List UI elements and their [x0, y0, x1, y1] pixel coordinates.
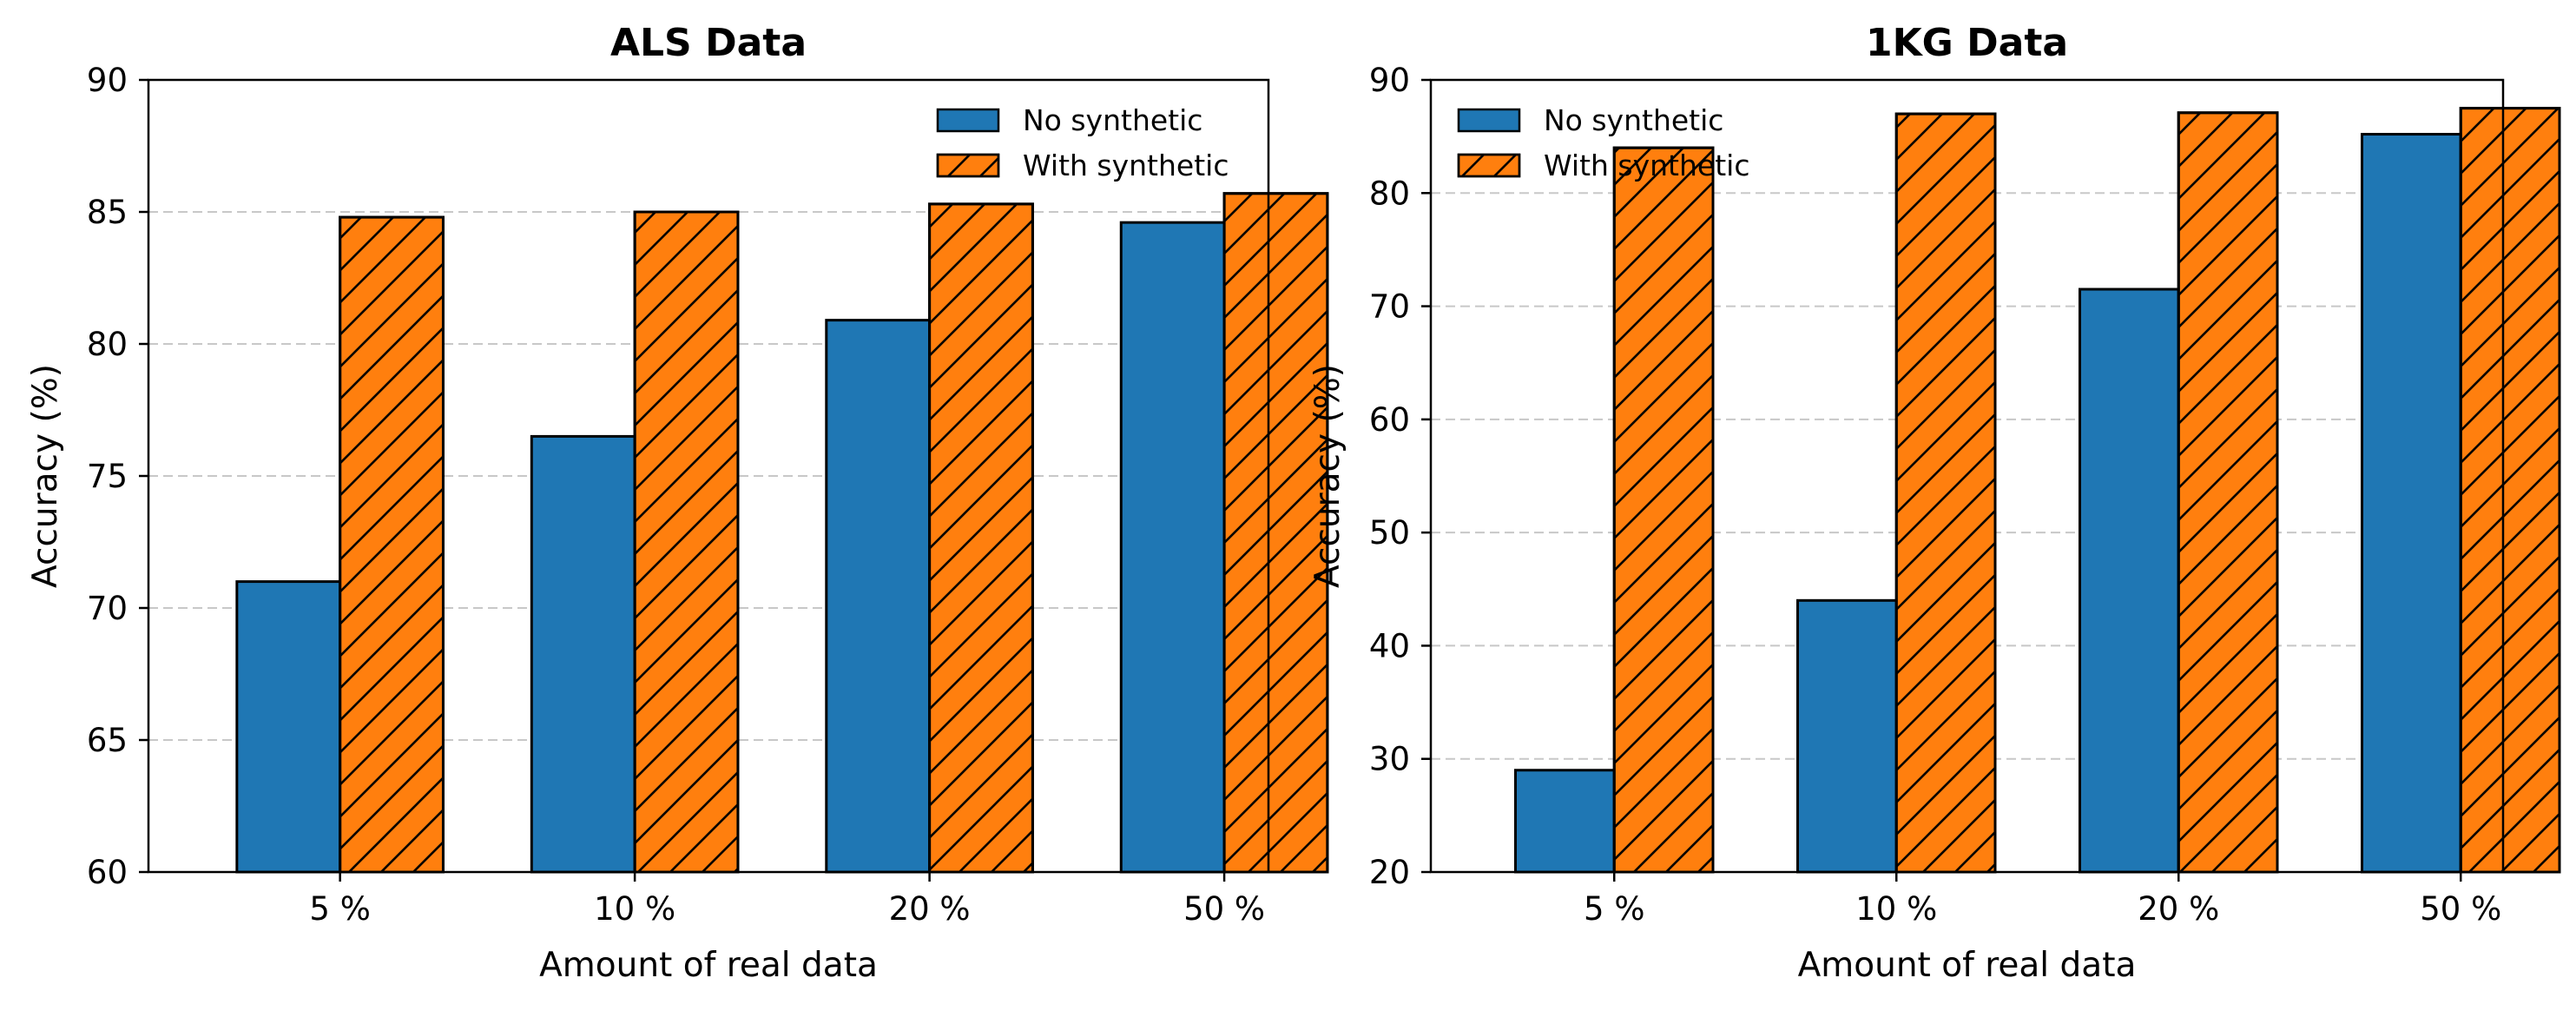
x-axis-label: Amount of real data: [539, 946, 878, 985]
chart-1kg: 5 % 10 % 20 % 50 % 20 30 40 50 60 70 80 90 1KG Data A…: [1308, 21, 2561, 985]
y-tick-label: 60: [87, 854, 128, 891]
y-tick-label: 70: [1369, 288, 1410, 326]
y-tick-label: 80: [1369, 175, 1410, 212]
bars: [1514, 107, 2561, 874]
y-tick-label: 70: [87, 590, 128, 627]
y-axis-label: Accuracy (%): [26, 364, 65, 588]
bars: [235, 192, 1329, 874]
bar-hatch-with-synthetic-1: [339, 215, 445, 874]
legend-label-with-synthetic: With synthetic: [1023, 149, 1229, 182]
y-tick-label: 90: [1369, 62, 1410, 99]
legend-label-with-synthetic: With synthetic: [1544, 149, 1749, 182]
x-tick-label: 10 %: [1855, 890, 1937, 928]
y-tick-label: 20: [1369, 854, 1410, 891]
legend-swatch-no-synthetic: [1457, 108, 1521, 133]
y-tick-label: 40: [1369, 627, 1410, 664]
y-tick-label: 85: [87, 194, 128, 231]
y-tick-label: 90: [87, 62, 128, 99]
bar-hatch-with-synthetic-4: [2459, 107, 2561, 874]
legend-swatch-hatch-with-synthetic: [936, 153, 1000, 178]
y-axis-label: Accuracy (%): [1308, 364, 1347, 588]
x-tick-label: 50 %: [1183, 890, 1265, 928]
x-tick-label: 5 %: [1584, 890, 1644, 928]
legend-label-no-synthetic: No synthetic: [1544, 103, 1723, 137]
bar-no-synthetic-3: [825, 319, 932, 874]
bar-hatch-with-synthetic-3: [2177, 111, 2279, 874]
plot-frame: [1429, 78, 2505, 874]
bar-hatch-with-synthetic-3: [928, 202, 1034, 874]
y-tick-label: 50: [1369, 514, 1410, 552]
y-tick-label: 80: [87, 326, 128, 363]
legend: No synthetic With synthetic: [1457, 103, 1749, 182]
y-tick-label: 60: [1369, 401, 1410, 439]
bar-hatch-with-synthetic-2: [633, 210, 740, 874]
y-tick-label: 65: [87, 722, 128, 759]
bar-no-synthetic-4: [2361, 133, 2462, 874]
bar-no-synthetic-3: [2079, 287, 2180, 874]
x-tick-label: 20 %: [2138, 890, 2219, 928]
bar-no-synthetic-1: [235, 580, 342, 874]
y-tick-label: 30: [1369, 741, 1410, 778]
chart-title: 1KG Data: [1866, 21, 2068, 65]
x-tick-label: 50 %: [2420, 890, 2501, 928]
bar-hatch-with-synthetic-2: [1894, 112, 1997, 874]
x-tick-label: 5 %: [309, 890, 370, 928]
bar-no-synthetic-4: [1119, 221, 1226, 874]
legend-swatch-hatch-with-synthetic: [1457, 153, 1521, 178]
bar-hatch-with-synthetic-4: [1222, 192, 1329, 874]
x-tick-label: 10 %: [594, 890, 675, 928]
legend-swatch-no-synthetic: [936, 108, 1000, 133]
legend: No synthetic With synthetic: [936, 103, 1229, 182]
bar-no-synthetic-2: [530, 434, 636, 874]
chart-title: ALS Data: [610, 21, 807, 65]
x-axis-label: Amount of real data: [1798, 946, 2137, 985]
y-tick-label: 75: [87, 458, 128, 495]
legend-label-no-synthetic: No synthetic: [1023, 103, 1202, 137]
chart-als: 5 % 10 % 20 % 50 % 60 65 70 75 80 85 90 ALS Data Amo…: [26, 21, 1329, 985]
bar-hatch-with-synthetic-1: [1612, 146, 1715, 874]
bar-no-synthetic-1: [1514, 769, 1616, 874]
x-tick-label: 20 %: [889, 890, 971, 928]
bar-no-synthetic-2: [1796, 598, 1898, 874]
